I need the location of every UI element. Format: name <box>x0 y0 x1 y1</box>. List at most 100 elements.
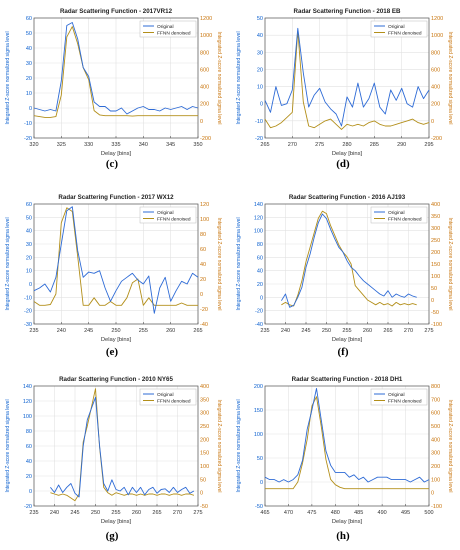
x-tick-label: 325 <box>57 142 66 148</box>
series-ffnn-line <box>281 210 417 307</box>
x-tick-label: 265 <box>193 328 202 334</box>
y-right-tick-label: 1000 <box>431 33 443 39</box>
legend-label-original: Original <box>388 24 405 30</box>
x-tick-label: 280 <box>342 142 351 148</box>
chart-title: Radar Scattering Function - 2017 WX12 <box>58 194 174 201</box>
x-tick-label: 470 <box>284 510 293 516</box>
series-original-line <box>33 206 199 314</box>
y-right-tick-label: 800 <box>200 50 209 56</box>
y-right-axis-label: Integrated Z-score normalized sigma leve… <box>216 399 222 492</box>
x-axis-label: Delay [bins] <box>101 519 132 525</box>
y-left-tick-label: 100 <box>254 432 263 438</box>
y-left-tick-label: 200 <box>254 384 263 390</box>
y-right-tick-label: 100 <box>431 477 440 483</box>
y-left-tick-label: 140 <box>254 202 263 208</box>
x-axis-label: Delay [bins] <box>332 519 363 525</box>
y-left-tick-label: 10 <box>26 269 32 275</box>
y-left-tick-label: -20 <box>24 136 32 142</box>
y-left-axis-label: Integrated Z-score normalized sigma leve… <box>5 217 11 310</box>
y-right-axis-label: Integrated Z-score normalized sigma leve… <box>447 217 453 310</box>
chart-title: Radar Scattering Function - 2016 AJ193 <box>289 194 406 201</box>
x-tick-label: 255 <box>139 328 148 334</box>
y-right-tick-label: 300 <box>431 226 440 232</box>
y-right-tick-label: 20 <box>200 277 206 283</box>
y-left-tick-label: 30 <box>257 50 263 56</box>
y-right-tick-label: 40 <box>200 262 206 268</box>
panel-caption-f: (f) <box>337 346 349 358</box>
legend-label-ffnn: FFNN denoised <box>388 31 422 37</box>
y-left-tick-label: 50 <box>257 16 263 22</box>
series-ffnn-line <box>265 396 429 490</box>
x-tick-label: 330 <box>84 142 93 148</box>
legend-label-original: Original <box>157 24 174 30</box>
x-tick-label: 270 <box>288 142 297 148</box>
legend-label-ffnn: FFNN denoised <box>157 31 191 37</box>
y-right-axis-label: Integrated Z-score normalized sigma leve… <box>216 31 222 124</box>
y-right-tick-label: 50 <box>200 477 206 483</box>
series-ffnn-line <box>50 388 195 502</box>
y-left-tick-label: 0 <box>260 295 263 301</box>
y-right-tick-label: 400 <box>431 202 440 208</box>
y-left-tick-label: 0 <box>260 102 263 108</box>
y-right-tick-label: 200 <box>200 102 209 108</box>
y-left-tick-label: -20 <box>24 504 32 510</box>
y-right-tick-label: 0 <box>200 119 203 125</box>
y-right-tick-label: 400 <box>431 437 440 443</box>
y-left-tick-label: 40 <box>257 33 263 39</box>
y-left-tick-label: -50 <box>255 504 263 510</box>
chart-panel-g: 235 240 245 250 255 260 265 270 275 -20 0 20 40 60 80 1… <box>5 376 222 525</box>
y-right-tick-label: -100 <box>431 504 442 510</box>
panel-caption-d: (d) <box>336 158 350 170</box>
y-left-tick-label: 0 <box>29 282 32 288</box>
x-tick-label: 270 <box>173 510 182 516</box>
y-right-tick-label: 600 <box>431 67 440 73</box>
y-left-tick-label: 20 <box>26 474 32 480</box>
y-right-tick-label: -200 <box>200 136 211 142</box>
y-left-tick-label: -30 <box>24 322 32 328</box>
y-left-tick-label: 40 <box>26 46 32 52</box>
x-tick-label: 245 <box>84 328 93 334</box>
x-tick-label: 255 <box>111 510 120 516</box>
x-tick-label: 495 <box>401 510 410 516</box>
y-left-tick-label: 20 <box>26 76 32 82</box>
y-right-tick-label: 0 <box>200 292 203 298</box>
x-tick-label: 320 <box>29 142 38 148</box>
y-left-tick-label: 150 <box>254 408 263 414</box>
y-left-tick-label: 120 <box>254 215 263 221</box>
x-tick-label: 345 <box>166 142 175 148</box>
y-left-tick-label: 60 <box>257 255 263 261</box>
chart-panel-f: 235 240 245 250 255 260 265 270 275 -40 -20 0 20 40 60… <box>236 194 453 343</box>
y-left-tick-label: 40 <box>26 459 32 465</box>
y-left-tick-label: 10 <box>257 85 263 91</box>
chart-title: Radar Scattering Function - 2018 EB <box>294 8 401 15</box>
y-right-tick-label: 250 <box>200 424 209 430</box>
y-left-tick-label: -40 <box>255 322 263 328</box>
y-right-tick-label: 200 <box>431 102 440 108</box>
y-left-tick-label: -20 <box>255 136 263 142</box>
series-ffnn-line <box>33 207 198 306</box>
y-left-tick-label: 140 <box>23 384 32 390</box>
y-right-tick-label: 100 <box>200 217 209 223</box>
x-axis-label: Delay [bins] <box>332 337 363 343</box>
x-tick-label: 250 <box>322 328 331 334</box>
y-right-tick-label: 0 <box>431 298 434 304</box>
x-tick-label: 245 <box>301 328 310 334</box>
x-tick-label: 265 <box>260 142 269 148</box>
y-right-tick-label: 0 <box>200 491 203 497</box>
y-right-tick-label: 800 <box>431 384 440 390</box>
x-tick-label: 235 <box>260 328 269 334</box>
y-left-tick-label: 30 <box>26 61 32 67</box>
y-right-tick-label: -100 <box>431 322 442 328</box>
y-right-tick-label: 0 <box>431 491 434 497</box>
y-right-tick-label: -200 <box>431 136 442 142</box>
y-left-tick-label: 60 <box>26 16 32 22</box>
legend-label-original: Original <box>157 210 174 216</box>
y-left-axis-label: Integrated Z-score normalized sigma leve… <box>5 399 11 492</box>
y-right-tick-label: -20 <box>200 307 208 313</box>
x-tick-label: 340 <box>139 142 148 148</box>
chart-panel-e: 235 240 245 250 255 260 265 -30 -20 -10 0 10 20 30 40 5… <box>5 194 222 343</box>
y-right-tick-label: 200 <box>200 437 209 443</box>
y-left-tick-label: -10 <box>255 119 263 125</box>
y-right-tick-label: -50 <box>431 310 439 316</box>
series-original-line <box>33 22 199 115</box>
